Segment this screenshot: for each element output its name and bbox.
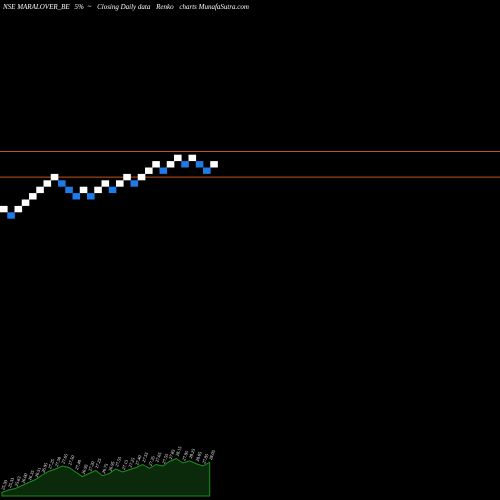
- volume-label: 26.00: [20, 472, 28, 484]
- renko-brick-down: [195, 161, 204, 168]
- renko-brick-down: [159, 167, 168, 174]
- renko-brick-down: [87, 193, 95, 200]
- volume-label: 27.25: [94, 457, 102, 469]
- header-change: 5%: [74, 3, 84, 11]
- renko-brick-up: [21, 199, 30, 206]
- header-chart-kind: Renko: [155, 3, 174, 11]
- renko-brick-down: [65, 186, 73, 194]
- volume-label: 27.50: [67, 454, 75, 466]
- renko-brick-up: [79, 186, 88, 194]
- volume-area: 25.3025.3325.6326.0026.3526.5126.9527.25…: [0, 445, 216, 497]
- renko-brick-up: [94, 186, 102, 194]
- volume-label: 27.55: [161, 452, 169, 464]
- volume-label: 26.95: [40, 461, 48, 473]
- renko-brick-up: [123, 173, 131, 181]
- volume-label: 27.15: [121, 458, 129, 470]
- renko-brick-up: [145, 167, 153, 174]
- renko-brick-up: [166, 161, 175, 168]
- volume-label: 25.30: [0, 479, 8, 491]
- header-arrow: ~: [88, 3, 92, 11]
- level-lines: [0, 151, 500, 178]
- volume-label: 27.65: [61, 452, 69, 464]
- volume-label: 27.95: [181, 449, 189, 461]
- renko-brick-up: [36, 186, 44, 194]
- renko-brick-up: [152, 161, 160, 168]
- volume-label: 27.20: [87, 460, 95, 472]
- volume-label: 28.05: [208, 449, 216, 461]
- volume-label: 27.50: [54, 455, 62, 467]
- renko-brick-up: [210, 161, 218, 168]
- renko-brick-down: [72, 193, 81, 200]
- renko-brick-down: [7, 212, 15, 219]
- renko-brick-up: [43, 180, 52, 187]
- volume-label: 28.15: [174, 445, 182, 457]
- renko-brick-up: [29, 193, 37, 200]
- volume-label: 27.25: [47, 458, 55, 470]
- renko-brick-up: [101, 180, 110, 187]
- volume-label: 27.35: [148, 455, 156, 467]
- volume-label: 26.35: [27, 469, 35, 481]
- volume-label: 25.33: [7, 476, 15, 488]
- renko-brick-down: [58, 180, 66, 187]
- volume-label: 27.40: [74, 458, 82, 470]
- renko-brick-up: [14, 205, 23, 213]
- volume-label: 27.55: [141, 451, 149, 463]
- chart-header: NSE MARALOVER_BE 5% ~ Closing Daily data…: [2, 3, 249, 11]
- renko-bricks: [0, 154, 218, 219]
- volume-label: 27.55: [114, 455, 122, 467]
- renko-brick-down: [181, 161, 189, 168]
- volume-label: 28.05: [195, 450, 203, 462]
- volume-label: 26.95: [81, 463, 89, 475]
- renko-brick-up: [174, 154, 182, 162]
- header-description: Closing Daily data: [97, 3, 151, 11]
- header-brand: charts MunafaSutra.com: [179, 3, 249, 11]
- renko-brick-down: [108, 186, 117, 194]
- volume-area-shape: [1, 457, 211, 497]
- volume-label: 26.95: [107, 460, 115, 472]
- volume-label: 27.85: [168, 448, 176, 460]
- volume-label: 28.25: [188, 447, 196, 459]
- header-symbol: NSE MARALOVER_BE: [2, 3, 70, 11]
- renko-brick-up: [0, 205, 8, 213]
- renko-brick-up: [116, 180, 124, 187]
- renko-brick-up: [188, 154, 197, 162]
- volume-label: 27.25: [128, 456, 136, 468]
- volume-label: 26.51: [34, 467, 42, 478]
- renko-brick-down: [130, 180, 139, 187]
- volume-label: 25.63: [14, 475, 22, 487]
- volume-label: 27.85: [201, 452, 209, 464]
- volume-label: 27.40: [134, 454, 142, 466]
- renko-brick-down: [203, 167, 211, 174]
- renko-brick-up: [137, 173, 146, 181]
- renko-brick-up: [50, 173, 59, 181]
- volume-label: 27.65: [154, 451, 162, 463]
- volume-label: 26.75: [101, 462, 109, 474]
